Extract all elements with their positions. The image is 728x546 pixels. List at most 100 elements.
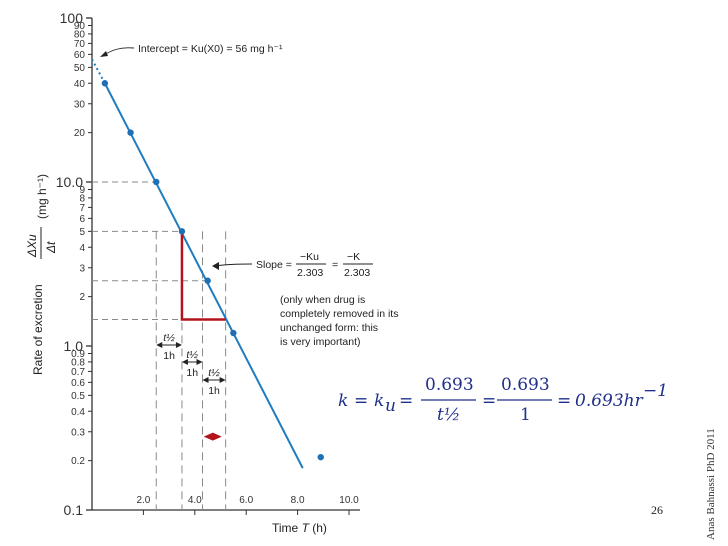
- x-ticks: 2.0 4.0 6.0 8.0 10.0: [136, 495, 359, 515]
- eq-result: 0.693hr: [575, 391, 644, 411]
- half-life-markers: t½ 1h t½ 1h t½ 1h: [156, 332, 226, 397]
- y-minor-tick-label: 40: [74, 79, 86, 90]
- y-major-ticks: 100 10.0 1.0 0.1: [56, 10, 92, 518]
- y-minor-tick-label: 60: [74, 50, 86, 61]
- half-life-arrowhead-left: [202, 377, 209, 383]
- y-major-tick-label: 10.0: [56, 174, 83, 190]
- page-number: 26: [651, 503, 663, 517]
- eq-sign-1: =: [354, 391, 368, 411]
- eq-ku: k: [374, 391, 384, 411]
- slope-triangle-legs: [180, 231, 226, 321]
- x-tick-label: 2.0: [136, 495, 150, 506]
- y-axis-label: Rate of excretion ΔXu Δt (mg h⁻¹): [25, 174, 58, 375]
- data-point: [204, 277, 211, 284]
- eq-frac1-num: 0.693: [425, 375, 474, 395]
- y-minor-tick-label: 0.8: [71, 357, 85, 368]
- half-life-arrowhead-right: [219, 377, 226, 383]
- diamond-marker: [203, 432, 222, 441]
- eq-sign-4: =: [557, 391, 571, 411]
- intercept-formula: Ku(X0) = 56 mg h⁻¹: [191, 43, 283, 55]
- y-minor-tick-label: 8: [79, 193, 85, 204]
- y-minor-tick-label: 0.6: [71, 378, 85, 389]
- slope-frac1-den: 2.303: [297, 267, 323, 279]
- data-point: [153, 178, 160, 186]
- y-minor-tick-label: 0.2: [71, 456, 85, 467]
- eq-frac2-num: 0.693: [501, 375, 550, 395]
- y-minor-tick-label: 0.5: [71, 391, 85, 402]
- y-minor-tick-label: 6: [79, 214, 85, 225]
- data-point: [230, 329, 237, 337]
- fit-line-solid: [103, 82, 304, 469]
- slope-eq: =: [332, 259, 338, 271]
- note-line-4: is very important): [280, 336, 361, 348]
- x-axis-label: Time T (h): [272, 521, 327, 535]
- y-minor-tick-label: 20: [74, 128, 86, 139]
- y-minor-tick-label: 4: [79, 243, 85, 254]
- fit-line: [91, 58, 304, 469]
- data-point: [317, 453, 324, 461]
- note-line-3: unchanged form: this: [280, 322, 378, 334]
- y-major-tick-label: 100: [60, 10, 84, 26]
- eq-k: k: [338, 391, 348, 411]
- y-axis-label-unit: (mg h⁻¹): [35, 174, 49, 219]
- y-axis-label-main: Rate of excretion: [31, 284, 45, 375]
- slope-frac1-num: −Ku: [300, 251, 319, 263]
- data-point: [127, 129, 134, 136]
- half-life-arrowhead-right: [175, 342, 182, 348]
- slope-frac2-num: −K: [347, 251, 360, 263]
- y-minor-tick-label: 0.3: [71, 427, 85, 438]
- y-major-tick-label: 0.1: [64, 502, 84, 518]
- eq-frac2-den: 1: [520, 405, 531, 425]
- half-life-label: 1h: [163, 350, 175, 362]
- y-minor-tick-label: 50: [74, 63, 86, 74]
- slope-triangle: [180, 231, 226, 441]
- y-minor-tick-label: 3: [79, 263, 85, 274]
- y-minor-tick-label: 5: [79, 227, 85, 238]
- half-life-symbol: t½: [186, 349, 198, 361]
- y-minor-tick-label: 0.9: [71, 349, 85, 360]
- data-point: [101, 80, 109, 87]
- note-annotation: (only when drug is completely removed in…: [280, 294, 398, 348]
- y-minor-tick-label: 0.7: [71, 367, 85, 378]
- y-minor-tick-label: 2: [79, 292, 85, 303]
- x-tick-label: 4.0: [188, 495, 202, 506]
- y-minor-tick-label: 9: [79, 185, 85, 196]
- y-minor-tick-label: 90: [74, 21, 86, 32]
- slope-label: Slope =: [256, 259, 292, 271]
- half-life-arrowhead-left: [181, 359, 188, 365]
- svg-text:Intercept = Ku(X0) = 56 mg h⁻¹: Intercept = Ku(X0) = 56 mg h⁻¹: [138, 43, 283, 55]
- y-minor-tick-label: 70: [74, 39, 86, 50]
- slope-annotation: Slope = −Ku 2.303 = −K 2.303: [212, 251, 373, 279]
- y-minor-tick-label: 7: [79, 203, 85, 214]
- x-tick-label: 6.0: [239, 495, 253, 506]
- eq-frac1-den: t½: [437, 405, 460, 425]
- half-life-arrowhead-right: [196, 359, 203, 365]
- note-line-2: completely removed in its: [280, 308, 398, 320]
- slope-frac2-den: 2.303: [344, 267, 370, 279]
- half-life-label: 1h: [208, 385, 220, 397]
- x-tick-label: 10.0: [339, 495, 359, 506]
- y-major-tick-label: 1.0: [64, 338, 84, 354]
- eq-result-sup: −1: [643, 381, 668, 401]
- eq-sign-3: =: [482, 391, 496, 411]
- fit-line-extrapolation: [91, 58, 106, 84]
- x-tick-label: 8.0: [291, 495, 305, 506]
- eq-sign-2: =: [399, 391, 413, 411]
- data-points: [101, 80, 324, 461]
- y-axis-label-den: Δt: [44, 241, 58, 254]
- half-life-arrowhead-left: [156, 342, 163, 348]
- author-credit: Anas Bahnassi PhD 2011: [705, 428, 717, 540]
- y-axis-label-num: ΔXu: [25, 234, 39, 258]
- data-point: [178, 228, 186, 235]
- half-life-symbol: t½: [163, 332, 175, 344]
- intercept-annotation: Intercept = Ku(X0) = 56 mg h⁻¹: [100, 43, 283, 57]
- half-life-symbol: t½: [208, 367, 220, 379]
- y-minor-tick-label: 30: [74, 99, 86, 110]
- intercept-text: Intercept =: [138, 43, 191, 55]
- y-minor-tick-label: 0.4: [71, 407, 85, 418]
- equation: k = k u = 0.693 t½ = 0.693 1 = 0.693hr −…: [338, 375, 668, 425]
- y-minor-tick-label: 80: [74, 29, 86, 40]
- eq-ku-sub: u: [385, 396, 396, 416]
